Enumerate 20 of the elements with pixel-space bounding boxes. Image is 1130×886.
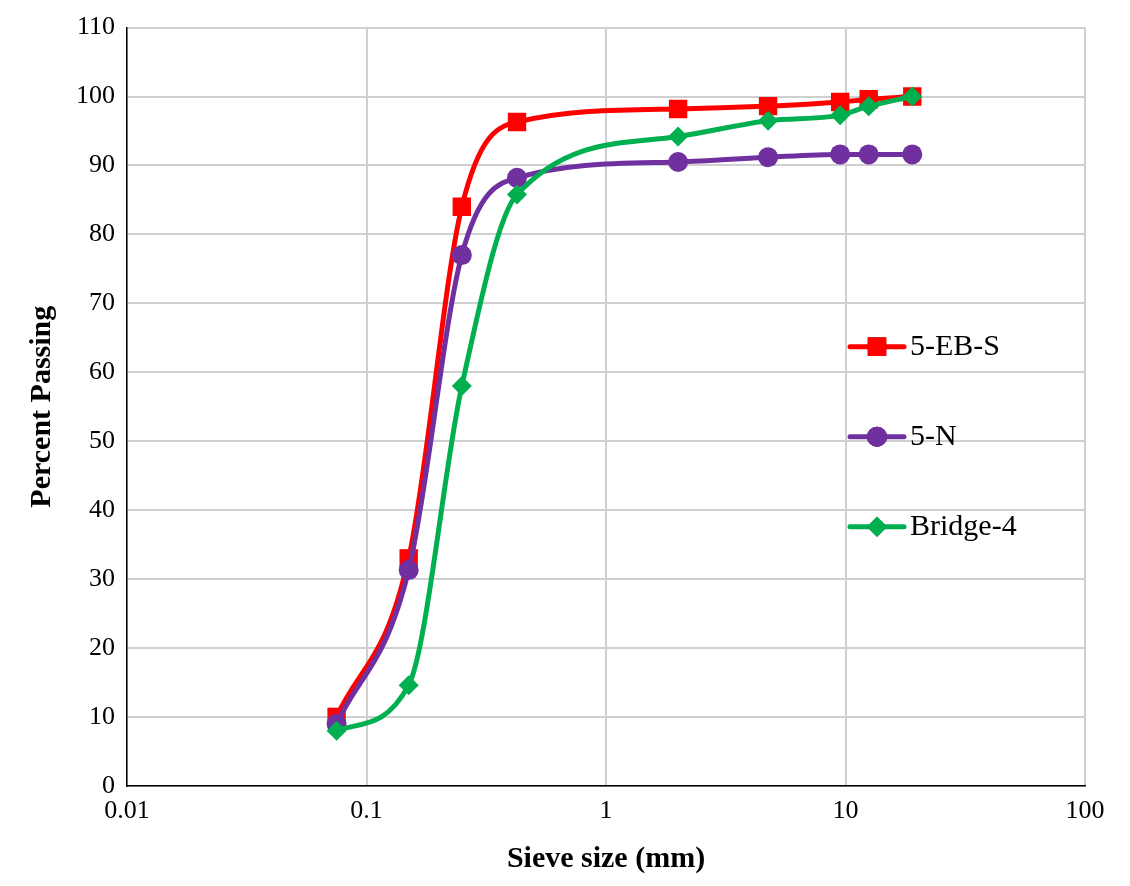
y-tick-label: 30 [89,562,115,592]
legend-label: 5-N [910,417,957,451]
y-axis-title: Percent Passing [22,305,56,508]
x-axis-title: Sieve size (mm) [506,839,706,874]
x-tick-label: 1 [599,795,613,825]
y-tick-label: 60 [89,356,115,386]
x-tick-label: 0.1 [350,795,383,825]
y-tick-label: 50 [89,424,115,454]
y-tick-label: 110 [76,11,115,41]
y-tick-label: 80 [89,218,115,248]
y-tick-label: 10 [89,700,115,730]
y-tick-label: 100 [76,80,115,110]
y-tick-label: 20 [89,631,115,661]
y-tick-label: 70 [89,287,115,317]
legend-label: 5-EB-S [910,327,1000,361]
y-tick-label: 40 [89,493,115,523]
x-tick-label: 100 [1065,795,1105,825]
y-tick-label: 90 [89,149,115,179]
x-tick-label: 10 [832,795,859,825]
legend-label: Bridge-4 [910,507,1017,541]
